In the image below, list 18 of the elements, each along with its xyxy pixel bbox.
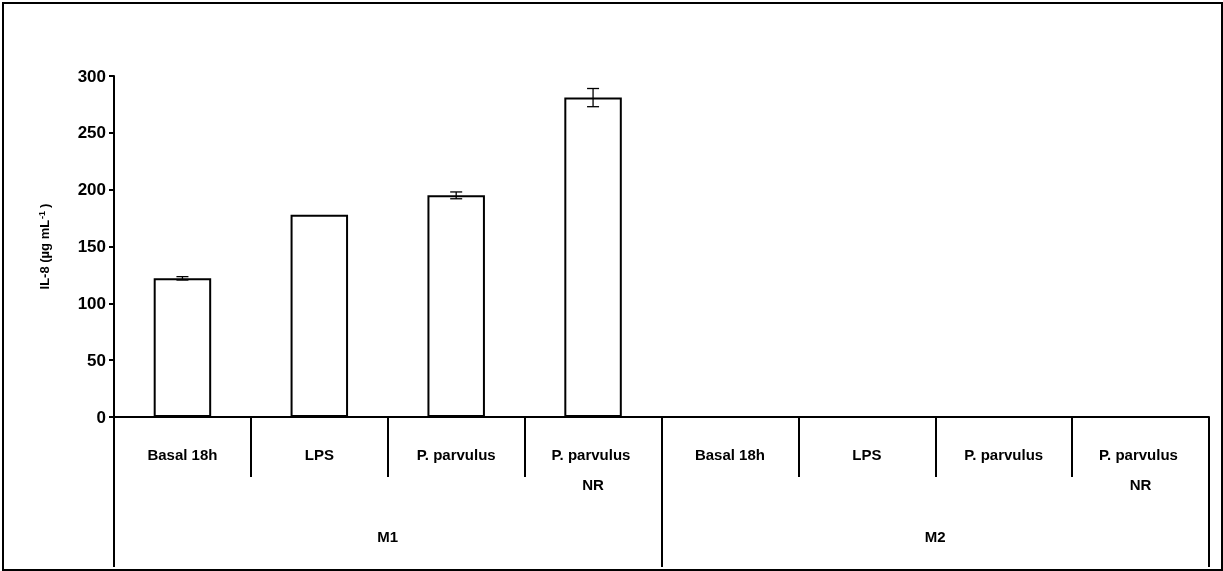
- x-tick-label: P. parvulus: [416, 445, 496, 463]
- y-tick-label: 150: [77, 237, 106, 256]
- y-tick-label: 100: [77, 293, 106, 313]
- x-tick-label: Basal 18h: [694, 445, 765, 463]
- y-axis-title: IL-8 (µg mL-1): [36, 203, 52, 290]
- x-tick-label: LPS: [852, 445, 882, 463]
- text: M2: [924, 528, 946, 545]
- y-tick-label: 300: [77, 66, 106, 86]
- y-tick-label: 200: [77, 180, 106, 200]
- y-tick-label: 250: [77, 123, 106, 143]
- x-tick-label: P. parvulus NR: [551, 445, 635, 493]
- y-tick-label: 0: [96, 407, 106, 427]
- x-tick-label: P. parvulus: [964, 445, 1044, 463]
- y-tick-label: 50: [87, 350, 106, 370]
- x-tick-label: Basal 18h: [147, 445, 218, 463]
- x-tick-label: LPS: [304, 445, 334, 463]
- x-tick-label: P. parvulus NR: [1099, 445, 1183, 493]
- text: M1: [377, 528, 399, 545]
